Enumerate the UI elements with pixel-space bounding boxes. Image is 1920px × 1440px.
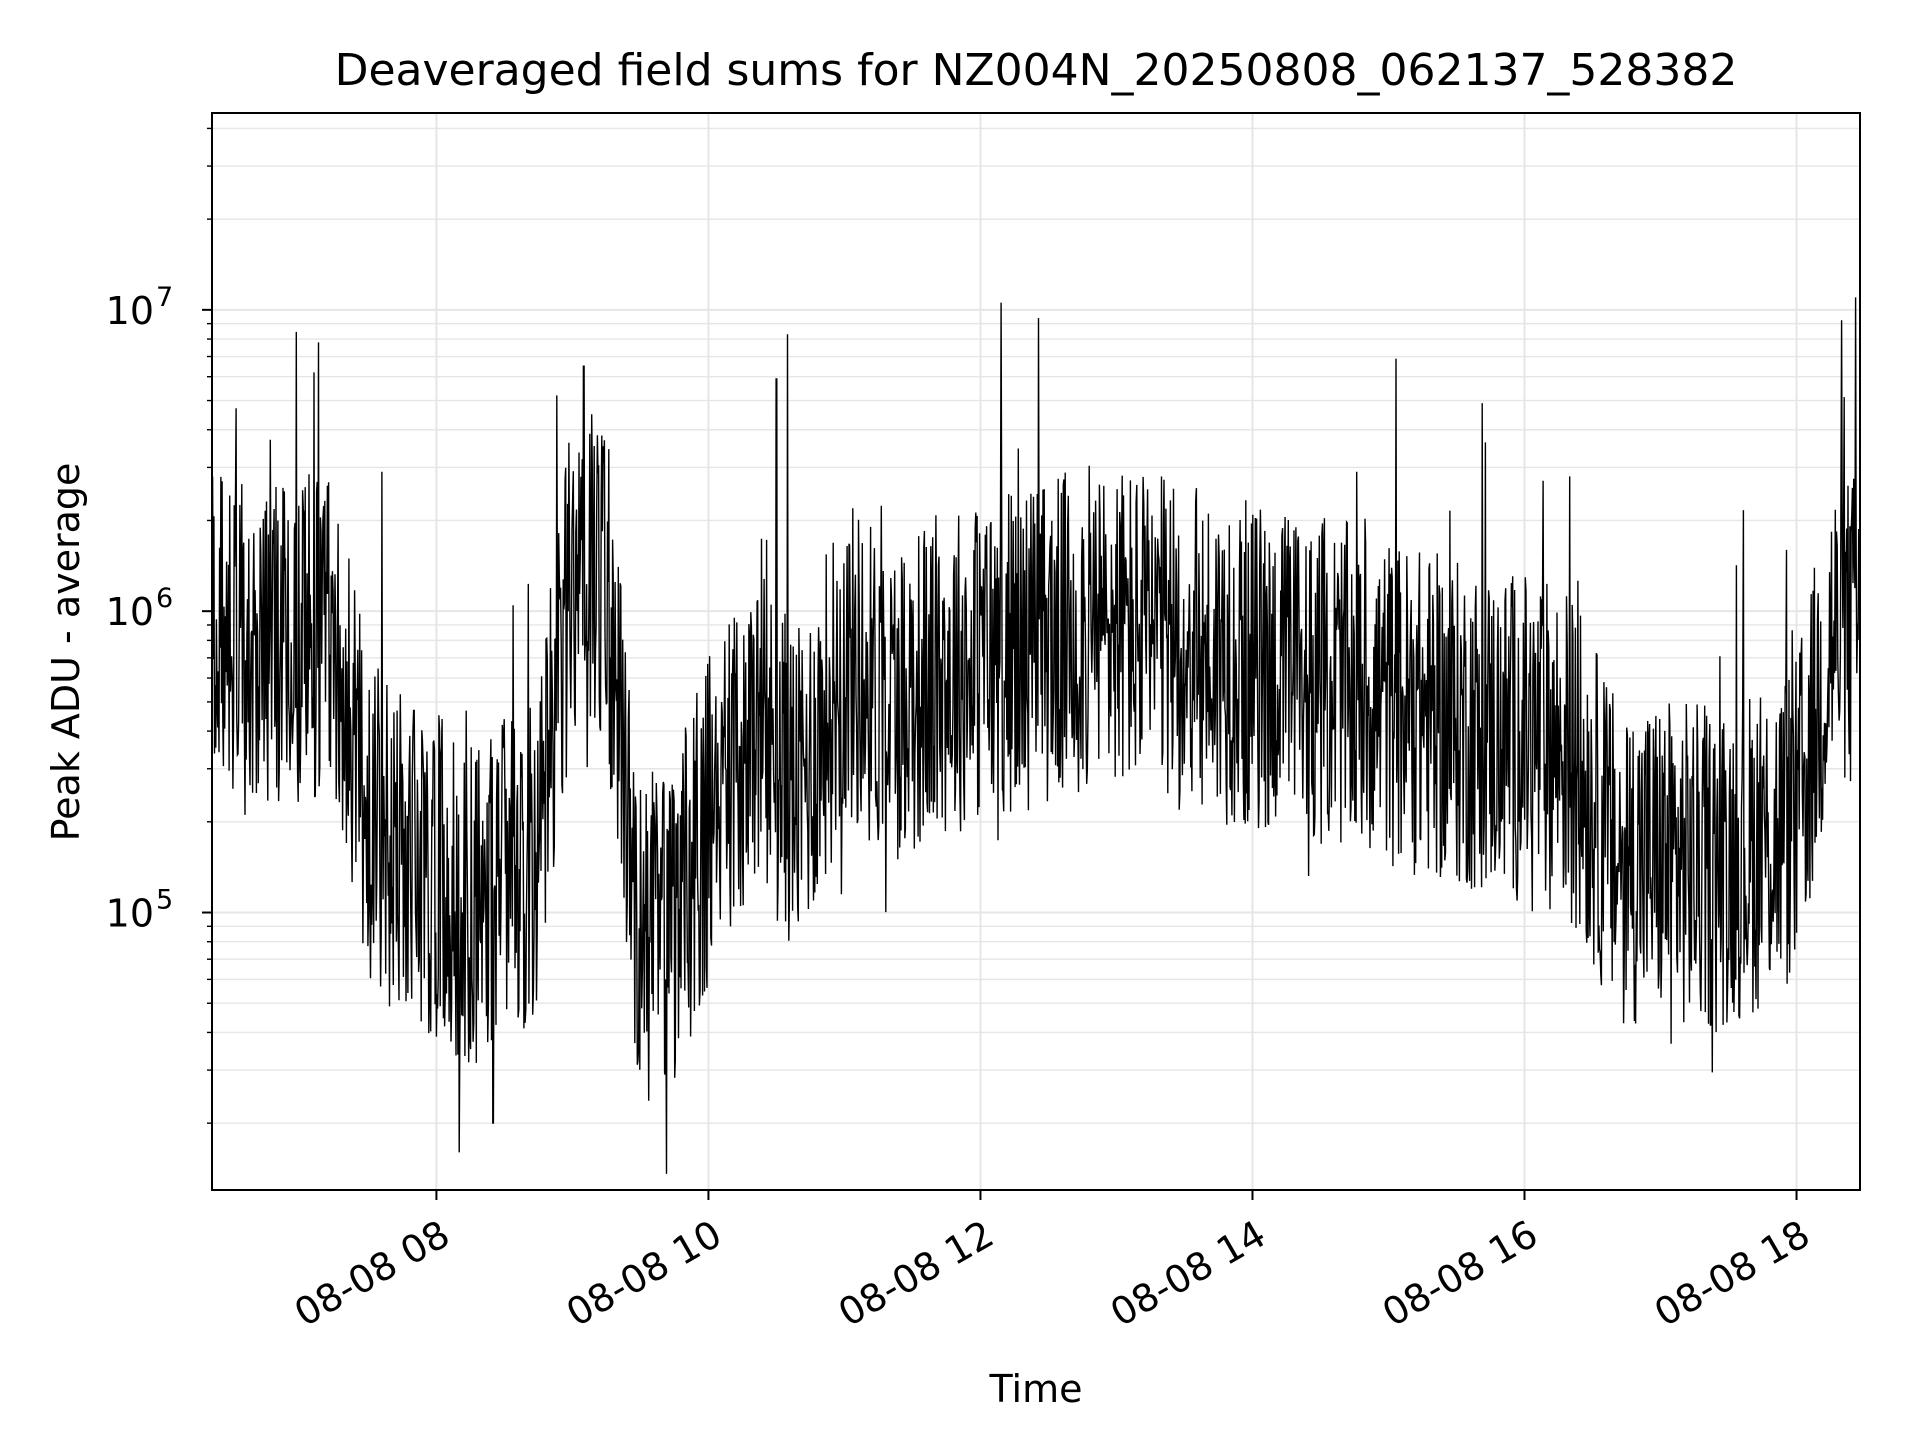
y-tick-label: 10 bbox=[106, 289, 154, 333]
chart-title: Deaveraged field sums for NZ004N_2025080… bbox=[335, 45, 1738, 96]
y-tick-label: 10 bbox=[106, 892, 154, 936]
y-tick-exponent: 7 bbox=[156, 282, 173, 313]
x-axis-label: Time bbox=[989, 1367, 1083, 1411]
y-axis-label: Peak ADU - average bbox=[44, 463, 88, 842]
y-tick-label: 10 bbox=[106, 590, 154, 634]
y-tick-exponent: 5 bbox=[156, 885, 173, 916]
y-tick-exponent: 6 bbox=[156, 583, 173, 614]
plot-frame bbox=[211, 112, 1861, 1191]
series-line bbox=[212, 297, 1860, 1174]
plot-area bbox=[212, 297, 1860, 1174]
